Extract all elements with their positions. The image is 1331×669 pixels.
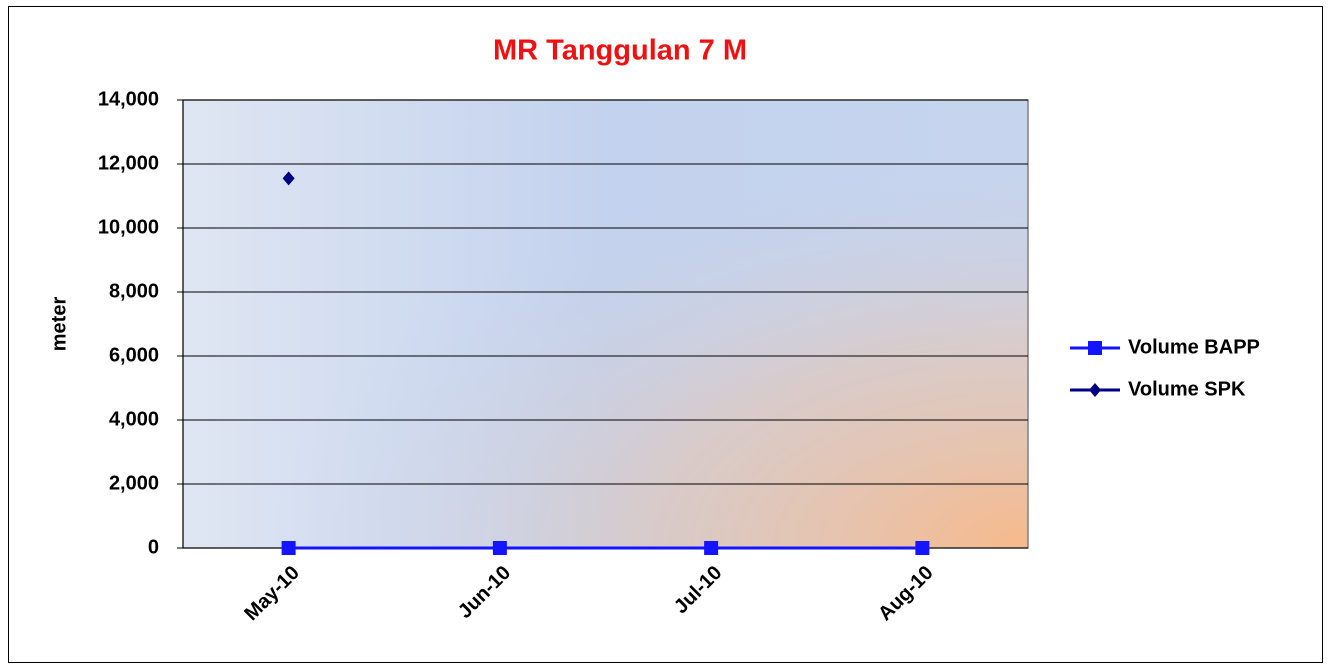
y-tick-label: 8,000 (109, 280, 159, 302)
plot-area-overlay (182, 99, 1029, 549)
legend-label: Volume SPK (1128, 378, 1246, 400)
y-axis-label: meter (48, 297, 70, 352)
data-point (704, 541, 719, 555)
y-tick-label: 2,000 (109, 472, 159, 494)
y-tick-label: 6,000 (109, 344, 159, 366)
legend-label: Volume BAPP (1128, 336, 1260, 358)
legend-marker (1088, 341, 1102, 355)
y-tick-label: 0 (148, 536, 159, 558)
y-tick-label: 4,000 (109, 408, 159, 430)
y-tick-label: 10,000 (98, 216, 159, 238)
y-tick-label: 12,000 (98, 152, 159, 174)
data-point (915, 541, 930, 555)
data-point (282, 171, 295, 186)
y-tick-label: 14,000 (98, 88, 159, 110)
data-point (281, 541, 296, 555)
legend-marker (1089, 383, 1101, 397)
data-point (492, 541, 507, 555)
chart-title: MR Tanggulan 7 M (493, 35, 747, 67)
